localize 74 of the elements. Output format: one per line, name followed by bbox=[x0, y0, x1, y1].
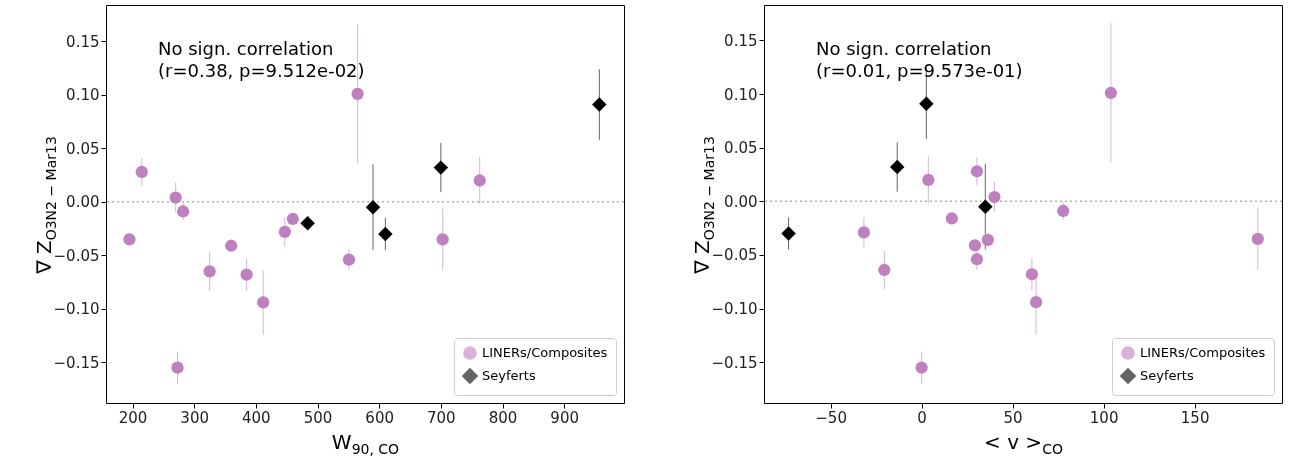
point bbox=[436, 233, 449, 246]
annotation: No sign. correlation (r=0.38, p=9.512e-02) bbox=[158, 38, 365, 81]
y-tick-label: 0.05 bbox=[66, 139, 100, 158]
point bbox=[473, 174, 486, 187]
y-tick-label: −0.05 bbox=[711, 246, 758, 265]
y-tick-label: 0.10 bbox=[66, 86, 100, 105]
point bbox=[1104, 86, 1118, 100]
x-tick-label: 300 bbox=[180, 408, 209, 427]
point bbox=[351, 87, 364, 100]
point bbox=[988, 190, 1001, 204]
point bbox=[970, 253, 984, 266]
x-axis-title: W$_{90, CO}$ bbox=[331, 429, 400, 457]
y-tick-label: 0.05 bbox=[724, 139, 758, 158]
point bbox=[169, 191, 182, 204]
point bbox=[968, 239, 982, 252]
point bbox=[915, 361, 928, 374]
point bbox=[176, 205, 190, 218]
x-tick-label: −50 bbox=[815, 408, 847, 427]
point bbox=[1029, 296, 1043, 309]
y-tick-label: 0.00 bbox=[66, 193, 100, 212]
point bbox=[889, 159, 905, 175]
x-tick-label: 900 bbox=[550, 408, 579, 427]
x-tick-label: 400 bbox=[242, 408, 271, 427]
point bbox=[378, 226, 393, 242]
y-tick-label: 0.10 bbox=[724, 85, 758, 104]
legend-label: LINERs/Composites bbox=[1140, 345, 1266, 360]
x-tick-label: 700 bbox=[427, 408, 456, 427]
y-tick-label: −0.10 bbox=[711, 300, 758, 319]
point bbox=[945, 212, 958, 225]
y-tick-label: 0.15 bbox=[66, 32, 100, 51]
legend-label: LINERs/Composites bbox=[482, 345, 608, 360]
point bbox=[240, 268, 253, 281]
point bbox=[300, 216, 315, 231]
point bbox=[433, 160, 449, 175]
x-axis-title: < v >$_{CO}$ bbox=[984, 429, 1063, 457]
point bbox=[342, 253, 356, 266]
x-tick-label: 50 bbox=[1003, 408, 1023, 427]
y-tick-label: −0.15 bbox=[711, 353, 758, 372]
x-tick-label: 0 bbox=[917, 408, 927, 427]
point bbox=[225, 239, 238, 252]
x-tick-label: 100 bbox=[1089, 408, 1119, 427]
point bbox=[1057, 204, 1070, 218]
point bbox=[203, 265, 216, 278]
point bbox=[257, 296, 270, 309]
x-tick-label: 800 bbox=[488, 408, 518, 427]
x-tick-label: 500 bbox=[303, 408, 333, 427]
point bbox=[981, 233, 994, 247]
x-tick-label: 200 bbox=[118, 408, 148, 427]
y-tick-label: −0.15 bbox=[53, 353, 100, 372]
point bbox=[878, 263, 891, 277]
y-tick-label: −0.10 bbox=[53, 300, 100, 319]
y-tick-label: −0.05 bbox=[53, 246, 100, 265]
x-tick-label: 150 bbox=[1180, 408, 1210, 427]
x-tick-label: 600 bbox=[365, 408, 394, 427]
legend-label: Seyferts bbox=[482, 368, 536, 383]
point bbox=[970, 165, 984, 178]
legend-label: Seyferts bbox=[1140, 368, 1194, 383]
point bbox=[286, 212, 299, 226]
point bbox=[1251, 232, 1264, 245]
point bbox=[365, 199, 381, 215]
point bbox=[278, 225, 291, 238]
y-tick-label: 0.15 bbox=[724, 31, 758, 50]
y-tick-label: 0.00 bbox=[724, 192, 758, 211]
point bbox=[919, 96, 934, 111]
point bbox=[135, 165, 148, 179]
point bbox=[922, 173, 935, 186]
point bbox=[171, 361, 184, 374]
point bbox=[123, 233, 136, 246]
point bbox=[592, 97, 607, 112]
point bbox=[978, 199, 993, 214]
annotation: No sign. correlation (r=0.01, p=9.573e-01) bbox=[816, 38, 1023, 81]
point bbox=[781, 226, 796, 241]
point bbox=[1025, 268, 1039, 281]
point bbox=[857, 226, 871, 239]
